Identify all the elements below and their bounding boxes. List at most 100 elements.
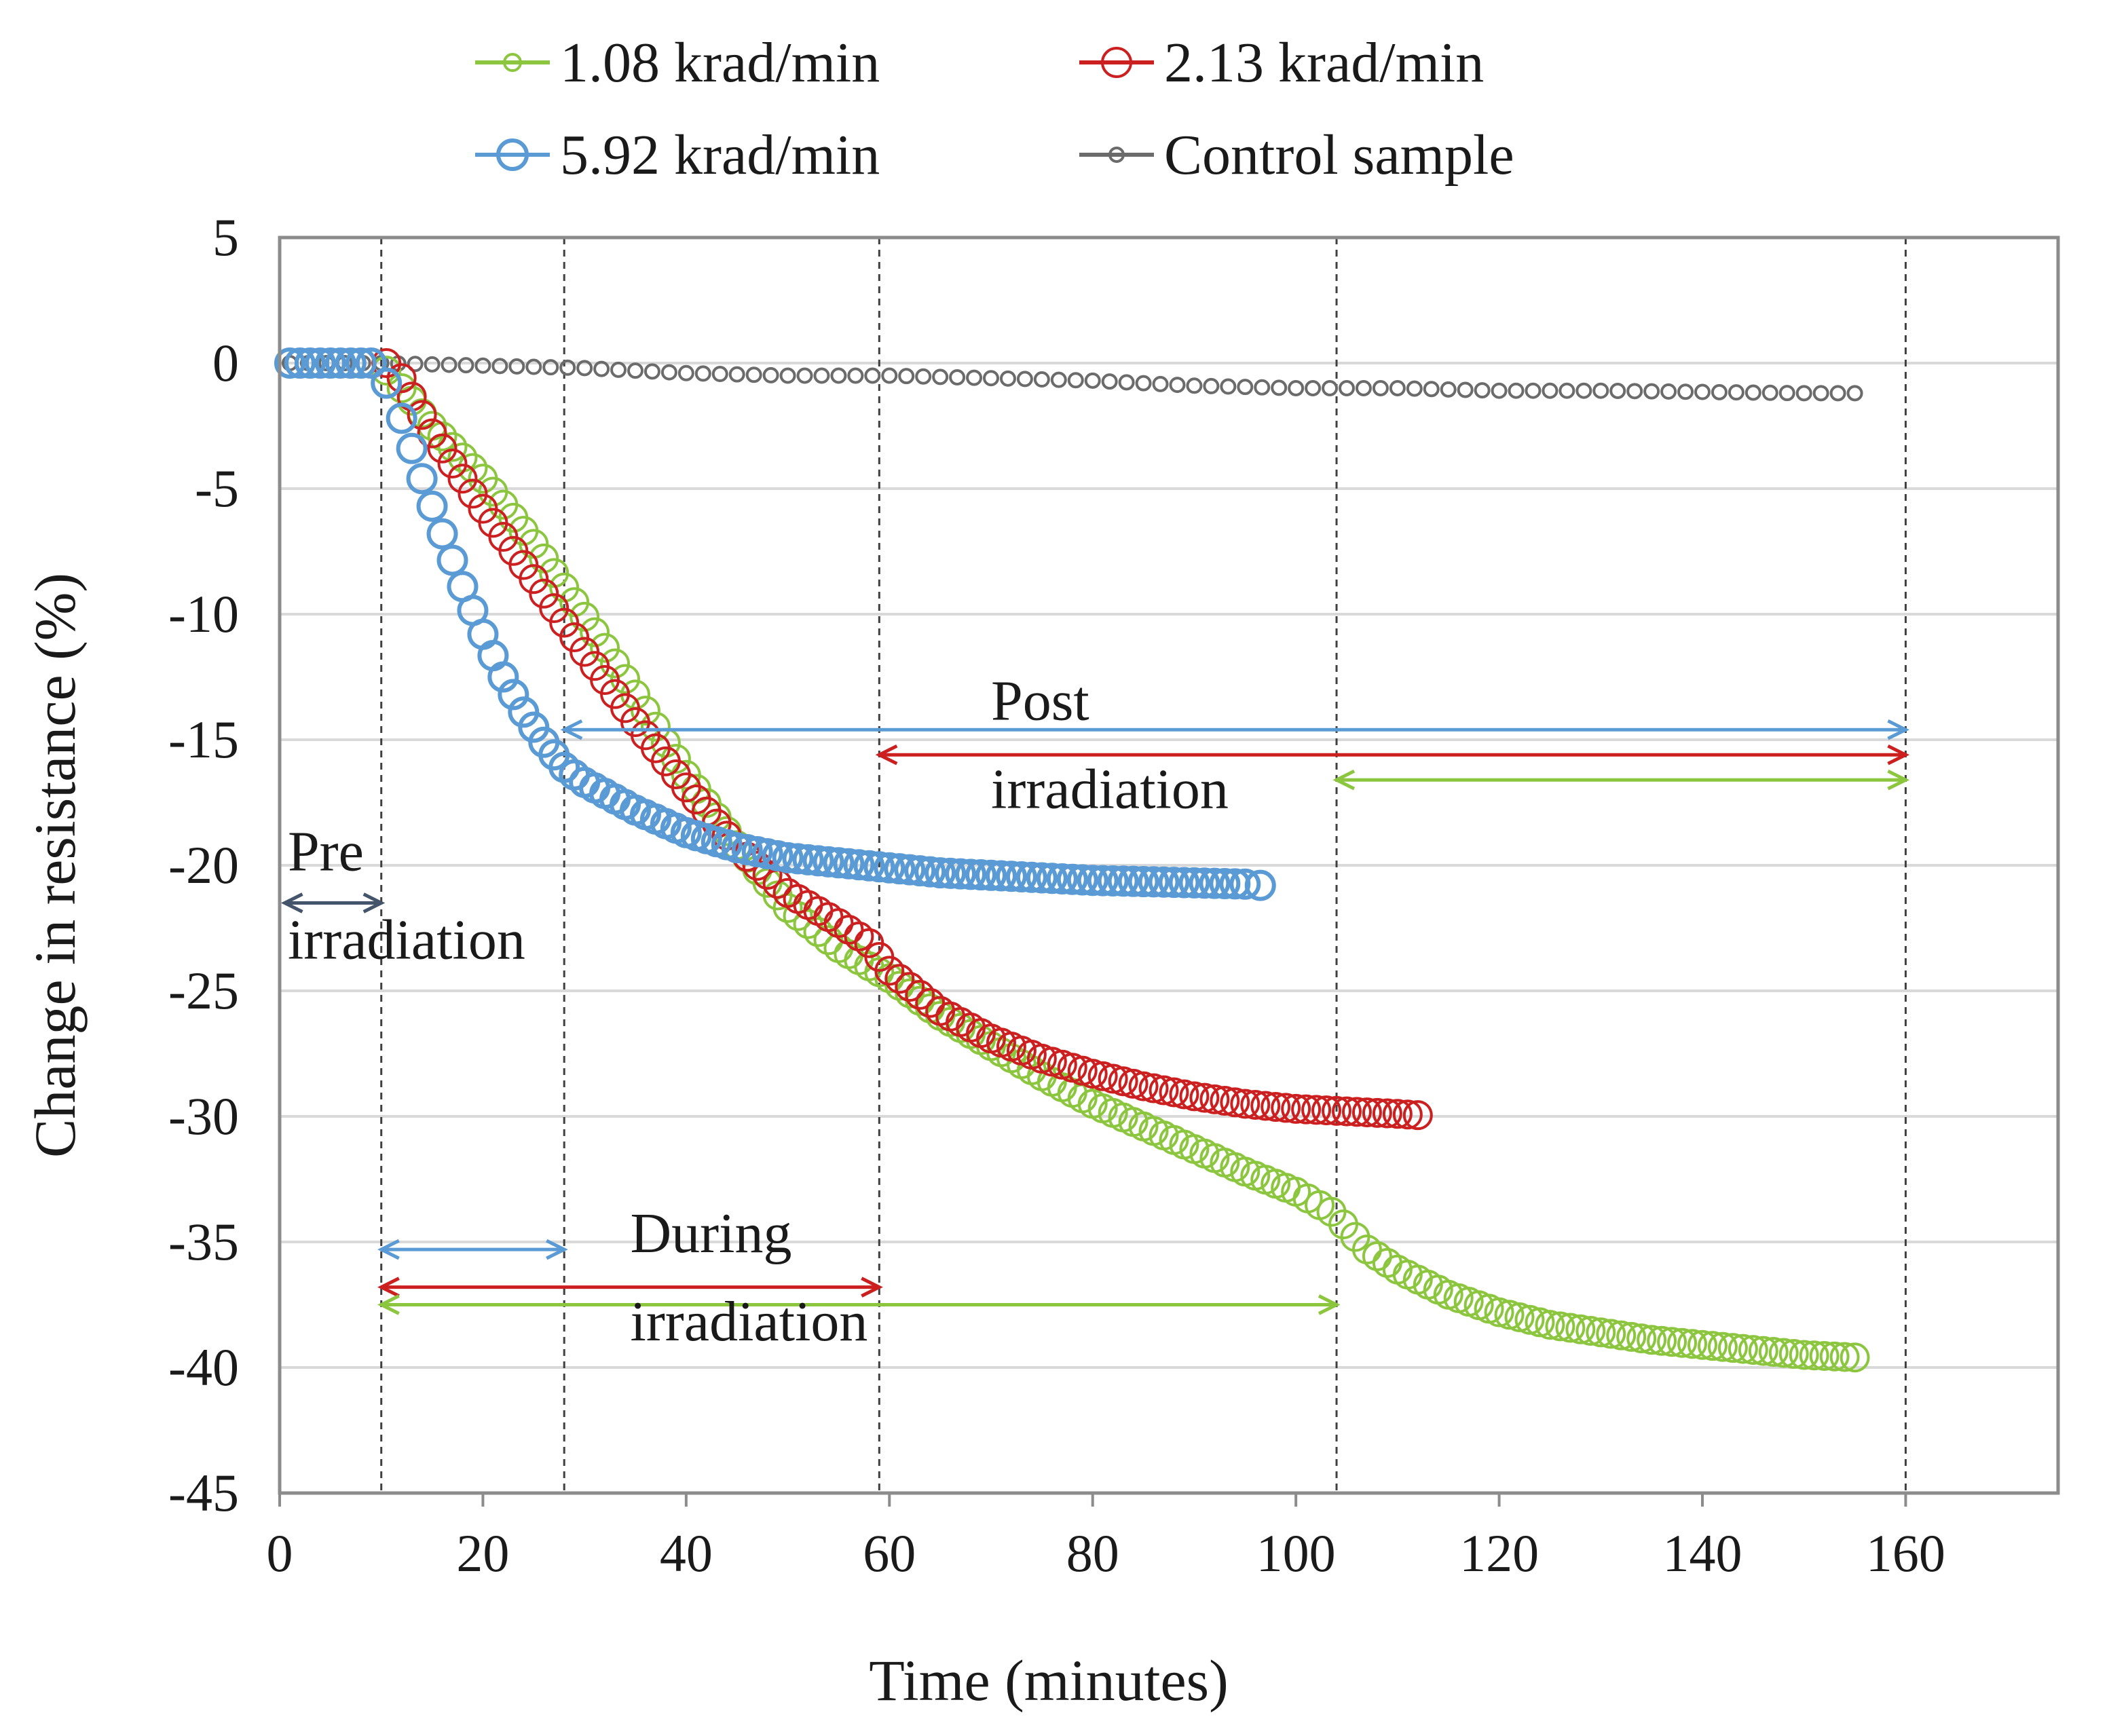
- x-tick-label: 160: [1866, 1524, 1945, 1583]
- data-point: [324, 347, 356, 379]
- data-point: [762, 366, 779, 383]
- x-axis-title: Time (minutes): [869, 1648, 1229, 1713]
- data-point: [1829, 385, 1846, 402]
- data-point: [833, 848, 865, 880]
- data-point: [1339, 380, 1355, 396]
- data-point: [895, 978, 925, 1008]
- data-point: [274, 347, 305, 379]
- data-point: [1237, 379, 1254, 396]
- data-point: [1657, 1327, 1687, 1357]
- data-point: [474, 357, 491, 374]
- data-point: [1402, 1100, 1433, 1131]
- arrow-head: [362, 892, 386, 913]
- data-point: [1768, 1338, 1799, 1368]
- data-point: [345, 347, 377, 379]
- data-point: [1440, 381, 1457, 398]
- data-point: [955, 858, 987, 890]
- data-point: [407, 400, 437, 430]
- data-point: [1812, 385, 1829, 402]
- arrow-head: [377, 1294, 400, 1315]
- arrow-head: [280, 892, 303, 913]
- data-point: [925, 857, 956, 889]
- data-point: [1117, 865, 1149, 897]
- data-point: [1575, 1315, 1606, 1346]
- data-point: [1525, 1307, 1555, 1338]
- data-point: [874, 956, 905, 986]
- data-point: [1209, 868, 1241, 900]
- data-point: [407, 356, 424, 373]
- data-point: [437, 432, 468, 462]
- data-point: [436, 544, 468, 576]
- data-point: [1687, 1329, 1717, 1360]
- data-point: [1108, 1066, 1138, 1097]
- data-point: [576, 360, 593, 377]
- data-point: [1199, 1084, 1230, 1114]
- data-point: [1795, 385, 1812, 402]
- data-point: [1159, 1077, 1189, 1108]
- data-point: [1677, 383, 1694, 400]
- data-point: [1033, 371, 1050, 388]
- data-point: [1423, 381, 1440, 398]
- data-point: [915, 368, 932, 385]
- data-series: [274, 347, 1870, 1373]
- series-2: [274, 347, 1276, 901]
- data-point: [999, 370, 1016, 387]
- data-point: [782, 843, 814, 875]
- data-point: [1355, 380, 1372, 396]
- y-tick-label: -45: [168, 1463, 239, 1522]
- data-point: [772, 842, 804, 873]
- data-point: [386, 363, 417, 394]
- data-point: [1677, 1329, 1708, 1359]
- data-point: [1829, 1342, 1860, 1372]
- legend-entry-1: 1.08 krad/min: [475, 31, 880, 94]
- data-point: [1127, 866, 1159, 898]
- data-point: [1036, 863, 1068, 894]
- data-point: [1846, 385, 1863, 402]
- data-point: [1392, 1099, 1423, 1130]
- data-point: [1616, 1321, 1647, 1352]
- data-point: [914, 856, 946, 888]
- data-point: [995, 861, 1027, 892]
- arrow-head: [560, 719, 583, 740]
- data-point: [406, 463, 438, 495]
- data-point: [314, 347, 346, 379]
- annotation-text: irradiation: [288, 908, 525, 971]
- data-point: [1351, 1097, 1382, 1128]
- data-point: [1087, 865, 1119, 897]
- x-tick-label: 60: [863, 1524, 916, 1583]
- data-point: [1559, 382, 1575, 399]
- data-point: [1311, 1095, 1342, 1126]
- data-point: [1026, 862, 1058, 894]
- data-point: [1077, 865, 1108, 897]
- x-tick-label: 120: [1459, 1524, 1539, 1583]
- data-point: [549, 607, 580, 638]
- data-point: [1626, 1323, 1657, 1354]
- data-point: [1840, 1342, 1870, 1373]
- data-point: [1288, 380, 1305, 396]
- data-point: [1015, 861, 1047, 893]
- data-point: [1761, 384, 1778, 401]
- data-point: [458, 478, 488, 509]
- data-point: [1301, 1095, 1332, 1125]
- y-tick-label: -15: [168, 710, 239, 769]
- annotation-text: irradiation: [991, 757, 1229, 820]
- data-point: [487, 661, 519, 693]
- data-point: [590, 633, 620, 663]
- y-axis-title: Change in resistance (%): [22, 573, 88, 1158]
- data-point: [1660, 383, 1677, 400]
- data-point: [417, 418, 447, 449]
- legend-label: 2.13 krad/min: [1164, 31, 1484, 94]
- data-point: [1592, 382, 1609, 399]
- data-point: [1596, 1319, 1626, 1349]
- data-point: [1097, 865, 1129, 897]
- data-point: [1169, 377, 1186, 394]
- data-point: [600, 648, 631, 679]
- data-point: [1819, 1341, 1850, 1372]
- data-point: [985, 860, 1017, 892]
- data-point: [1697, 1331, 1728, 1361]
- data-point: [355, 347, 387, 379]
- data-point: [1210, 1086, 1240, 1116]
- data-point: [335, 347, 367, 379]
- data-point: [1494, 1300, 1525, 1330]
- data-point: [1748, 1336, 1778, 1366]
